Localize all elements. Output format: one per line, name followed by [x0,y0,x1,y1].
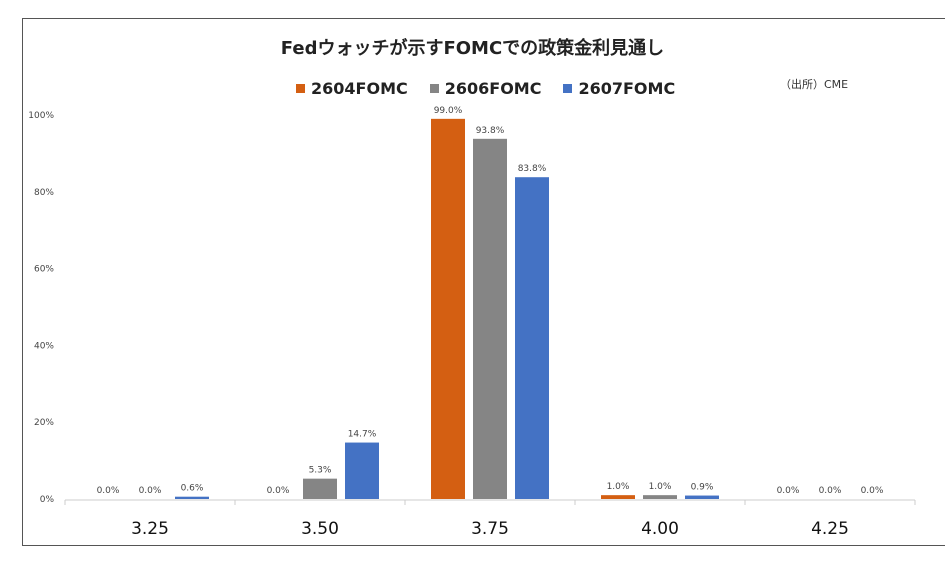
bar [643,495,677,499]
data-label: 0.0% [819,486,842,496]
bar [175,496,209,499]
data-label: 5.3% [309,466,332,476]
y-tick-label: 40% [34,341,54,351]
chart-title: Fedウォッチが示すFOMCでの政策金利見通し [280,38,665,59]
legend-item-2606: 2606FOMC [429,79,542,98]
legend-label: 2607FOMC [578,79,676,98]
legend-swatch [296,84,305,93]
data-label: 1.0% [649,482,672,492]
data-label: 0.9% [691,483,714,493]
x-tick-label: 3.75 [471,519,509,539]
chart-frame [22,18,945,546]
legend-label: 2604FOMC [311,79,408,98]
data-label: 0.0% [97,486,120,496]
data-label: 0.6% [181,484,204,494]
data-label: 0.0% [861,486,884,496]
y-tick-label: 20% [34,418,54,428]
data-label: 1.0% [607,482,630,492]
data-label: 99.0% [434,106,463,116]
bar [431,118,465,499]
y-tick-label: 100% [28,111,54,121]
bar [685,495,719,499]
bar [303,478,337,499]
y-tick-label: 80% [34,188,54,198]
data-label: 93.8% [476,126,505,136]
bar [345,442,379,499]
data-label: 14.7% [348,430,377,440]
bar [473,138,507,500]
data-label: 83.8% [518,164,547,174]
data-label: 0.0% [267,486,290,496]
x-tick-label: 4.25 [811,519,849,539]
x-tick-label: 3.50 [301,519,339,539]
bar [601,495,635,499]
y-tick-label: 0% [40,495,55,505]
legend-item-2604: 2604FOMC [296,79,408,98]
source-note: （出所）CME [780,78,849,91]
x-tick-label: 3.25 [131,519,169,539]
legend-swatch [429,84,439,93]
x-tick-label: 4.00 [641,519,679,539]
legend: 2604FOMC 2606FOMC 2607FOMC [296,79,675,98]
data-label: 0.0% [139,486,162,496]
legend-label: 2606FOMC [444,79,542,98]
bar [515,177,549,499]
legend-swatch [563,84,573,93]
y-tick-label: 60% [34,265,54,275]
data-label: 0.0% [777,486,800,496]
legend-item-2607: 2607FOMC [563,79,675,98]
